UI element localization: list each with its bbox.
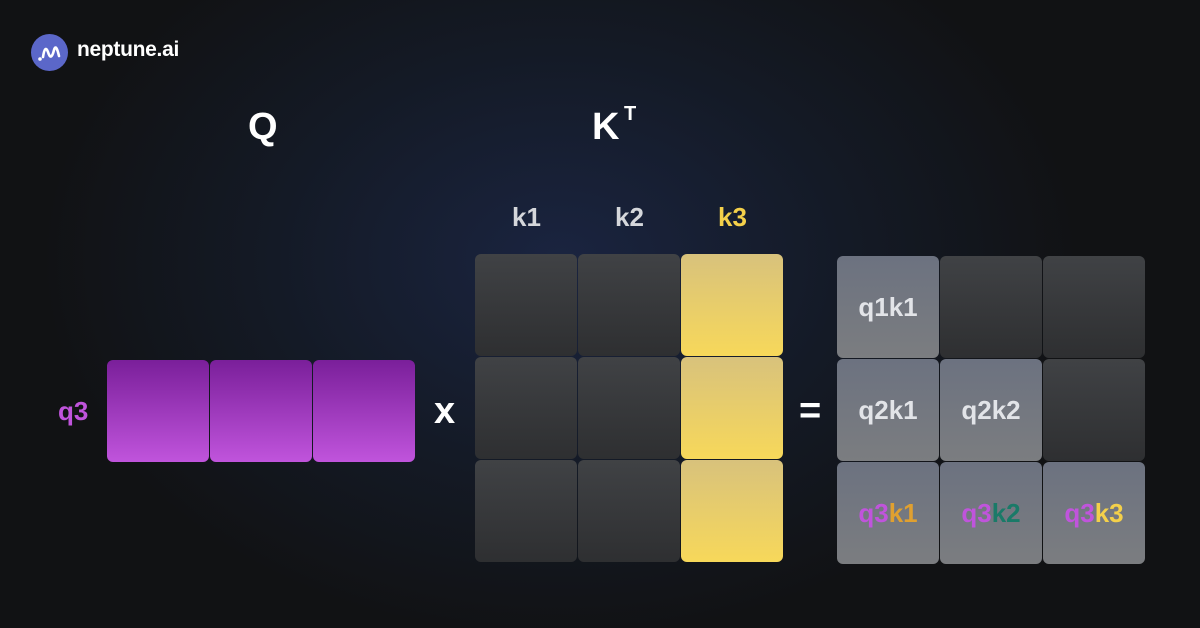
k-cell bbox=[475, 254, 577, 356]
k-cell bbox=[578, 254, 680, 356]
k-cell bbox=[578, 357, 680, 459]
neptune-logo-icon bbox=[31, 34, 68, 71]
result-cell: q3 k2 bbox=[940, 462, 1042, 564]
result-cell: q2k1 bbox=[837, 359, 939, 461]
multiply-sign: x bbox=[434, 390, 456, 432]
k-column-label: k3 bbox=[718, 202, 747, 232]
q-title: Q bbox=[248, 106, 278, 148]
brand-name: neptune.ai bbox=[77, 38, 180, 61]
result-cell: q3 k3 bbox=[1043, 462, 1145, 564]
q-row-label: q3 bbox=[58, 396, 89, 426]
result-cell bbox=[1043, 359, 1145, 461]
result-cell-q-part: q3 bbox=[961, 497, 992, 528]
k-cell bbox=[681, 460, 783, 562]
result-cell bbox=[940, 256, 1042, 358]
k-column-label: k1 bbox=[512, 202, 541, 232]
k-cell bbox=[681, 254, 783, 356]
k-cell bbox=[681, 357, 783, 459]
transpose-superscript: T bbox=[624, 103, 637, 125]
k-cell bbox=[578, 460, 680, 562]
result-cell: q2k2 bbox=[940, 359, 1042, 461]
result-cell-q-part: q2k1 bbox=[858, 394, 918, 425]
k-cell bbox=[475, 460, 577, 562]
k-column-label: k2 bbox=[615, 202, 644, 232]
k-cell bbox=[475, 357, 577, 459]
k-title: K bbox=[592, 106, 620, 148]
result-cell bbox=[1043, 256, 1145, 358]
result-cell: q1k1 bbox=[837, 256, 939, 358]
result-cell-k-part: k3 bbox=[1094, 497, 1124, 528]
result-cell-q-part: q3 bbox=[858, 497, 889, 528]
result-cell-k-part: k2 bbox=[991, 497, 1021, 528]
q-cell bbox=[313, 360, 415, 462]
q-cell bbox=[210, 360, 312, 462]
result-cell: q3 k1 bbox=[837, 462, 939, 564]
result-cell-q-part: q2k2 bbox=[961, 394, 1021, 425]
equals-sign: = bbox=[799, 390, 822, 432]
result-cell-k-part: k1 bbox=[888, 497, 918, 528]
result-cell-q-part: q3 bbox=[1064, 497, 1095, 528]
result-cell-q-part: q1k1 bbox=[858, 291, 918, 322]
q-cell bbox=[107, 360, 209, 462]
